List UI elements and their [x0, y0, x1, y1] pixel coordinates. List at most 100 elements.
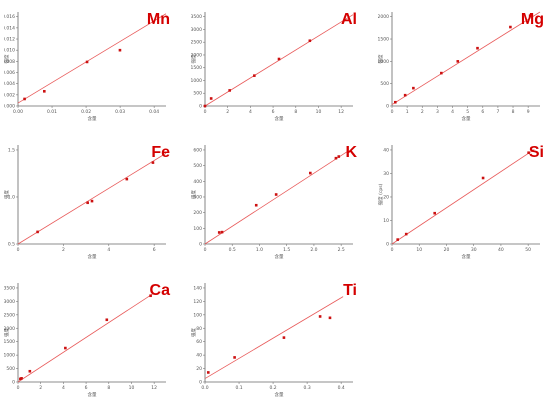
data-point	[43, 90, 46, 93]
data-point	[527, 151, 530, 154]
chart-panel-fe: 0 2 4 6 0.5 1.0 1.5 含量 强度 Fe	[4, 137, 176, 260]
y-tick-label: 3500	[4, 285, 15, 291]
data-point	[282, 336, 286, 339]
x-tick-label: 6	[153, 247, 156, 253]
y-tick-label: 0	[386, 242, 389, 248]
data-point	[433, 211, 436, 215]
x-tick-label: 30	[471, 247, 477, 253]
x-tick-label: 0.04	[149, 109, 159, 115]
y-tick-label: 500	[193, 91, 202, 97]
regression-line	[17, 152, 167, 245]
y-tick-label: 600	[193, 147, 202, 153]
y-axis-label: 强度	[191, 190, 197, 199]
y-tick-label: 2000	[378, 14, 389, 20]
x-axis-label: 含量	[275, 391, 284, 398]
data-point	[403, 93, 407, 97]
data-point	[309, 171, 312, 175]
data-point	[308, 39, 312, 43]
y-tick-label: 1.5	[8, 147, 15, 153]
x-tick-label: 2	[226, 109, 229, 115]
x-tick-label: 4	[62, 385, 65, 391]
data-point	[85, 60, 89, 64]
regression-line	[204, 296, 344, 379]
element-symbol: K	[345, 144, 357, 161]
data-point	[90, 199, 94, 203]
y-tick-label: 1500	[4, 339, 15, 345]
regression-line	[204, 151, 348, 245]
x-tick-label: 0.1	[235, 385, 242, 391]
data-point	[396, 238, 399, 241]
y-axis-label: 强度	[4, 328, 10, 337]
y-tick-label: 120	[193, 299, 202, 305]
y-tick-label: 2500	[4, 312, 15, 318]
data-point	[118, 48, 122, 52]
y-axis-label: 强度	[4, 54, 10, 63]
y-tick-label: 2500	[191, 40, 202, 46]
element-symbol: Ti	[343, 282, 357, 299]
x-axis-label: 含量	[462, 253, 471, 260]
x-tick-label: 20	[444, 247, 450, 253]
data-point	[277, 57, 281, 61]
x-axis-label: 含量	[88, 391, 97, 398]
x-tick-label: 0	[204, 109, 207, 115]
y-tick-label: 0.002	[4, 92, 15, 98]
data-point	[337, 155, 341, 158]
y-tick-label: 3500	[191, 14, 202, 20]
y-axis-label: 强度	[4, 190, 10, 199]
regression-line	[391, 11, 541, 105]
data-point	[328, 316, 332, 320]
data-point	[36, 230, 39, 234]
data-point	[509, 25, 512, 29]
y-tick-label: 10	[383, 218, 389, 224]
data-point	[220, 230, 224, 234]
y-tick-label: 0.000	[4, 104, 15, 110]
chart-svg: 0 0.5 1.0 1.5 2.0 2.5 0 100 200 300 400 500 600 含量 强度 K	[191, 144, 357, 260]
data-point	[209, 97, 213, 100]
chart-svg: 0.0 0.1 0.2 0.3 0.4 0 20 40 60 80 100 120 140 含量 强度 Ti	[191, 282, 357, 398]
chart-panel-mg: 0 1 2 3 4 5 6 7 8 9 0 500 1000 1500 2000 含量 强度 Mg	[378, 4, 550, 122]
x-tick-label: 0	[17, 247, 20, 253]
chart-panel-ca: 0 2 4 6 8 10 12 0 500 1000 1500 2000 2500 3000 3500 含量 强…	[4, 275, 176, 398]
x-tick-label: 12	[338, 109, 344, 115]
data-point	[151, 161, 155, 164]
x-tick-label: 0.4	[338, 385, 345, 391]
y-tick-label: 0.008	[4, 59, 15, 65]
data-point	[476, 46, 479, 50]
data-point	[149, 294, 152, 298]
x-tick-label: 0.0	[201, 385, 208, 391]
x-tick-label: 10	[316, 109, 322, 115]
data-point	[334, 156, 338, 160]
data-point	[393, 100, 397, 104]
regression-line	[17, 13, 167, 104]
chart-panel-al: 0 2 4 6 8 10 12 0 500 1000 1500 2000 2500 3000 3500 含量 强…	[191, 4, 363, 122]
regression-line	[204, 14, 354, 107]
regression-line	[17, 292, 155, 383]
y-tick-label: 60	[196, 339, 202, 345]
y-tick-label: 0	[199, 380, 202, 386]
x-tick-label: 4	[451, 109, 454, 115]
data-point	[20, 377, 23, 380]
x-tick-label: 3	[436, 109, 439, 115]
data-point	[481, 176, 485, 180]
data-point	[528, 14, 532, 18]
y-tick-label: 0.016	[4, 14, 15, 20]
y-tick-label: 1000	[378, 59, 389, 65]
x-tick-label: 0	[204, 247, 207, 253]
data-point	[274, 193, 278, 196]
data-point	[412, 86, 415, 90]
y-tick-label: 3000	[4, 299, 15, 305]
x-tick-label: 0	[391, 247, 394, 253]
y-tick-label: 500	[193, 163, 202, 169]
x-tick-label: 8	[107, 385, 110, 391]
data-point	[253, 74, 256, 77]
x-tick-label: 0.00	[13, 109, 23, 115]
element-symbol: Mn	[147, 11, 170, 28]
data-point	[228, 89, 231, 92]
y-axis-label: 强度	[191, 328, 197, 337]
x-tick-label: 1.5	[283, 247, 290, 253]
y-axis-label: 强度	[191, 54, 197, 63]
x-tick-label: 1	[406, 109, 409, 115]
x-tick-label: 8	[294, 109, 297, 115]
x-tick-label: 6	[272, 109, 275, 115]
x-tick-label: 5	[466, 109, 469, 115]
